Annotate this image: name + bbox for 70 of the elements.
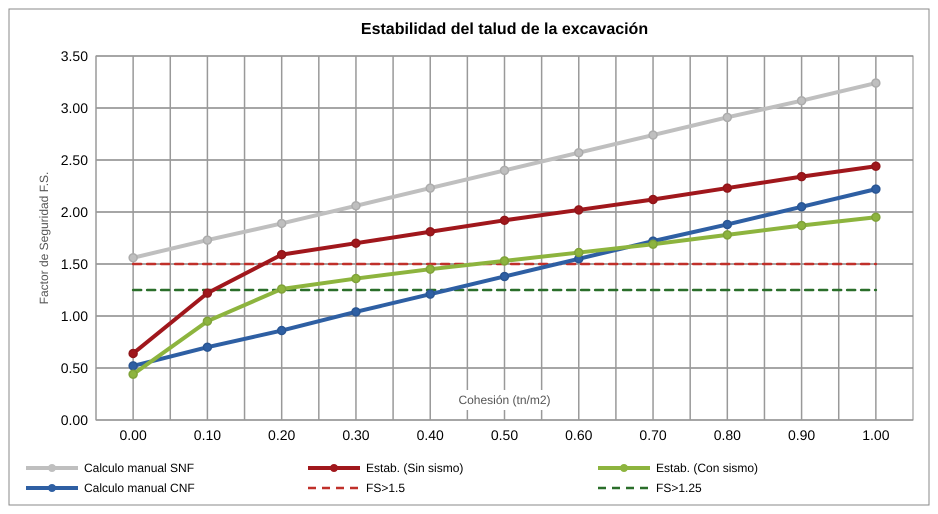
point — [648, 194, 658, 204]
point — [425, 264, 435, 274]
y-tick-label: 1.50 — [60, 256, 88, 272]
point — [276, 326, 286, 336]
point — [128, 369, 138, 379]
point — [796, 172, 806, 182]
point — [351, 274, 361, 284]
x-tick-label: 0.50 — [490, 427, 518, 443]
point — [574, 148, 584, 158]
point — [202, 316, 212, 326]
point — [500, 166, 510, 176]
y-axis-title: Factor de Seguridad F.S. — [37, 172, 51, 304]
point — [871, 184, 881, 194]
x-tick-label: 0.40 — [416, 427, 444, 443]
point — [425, 183, 435, 193]
y-tick-label: 0.00 — [60, 412, 88, 428]
point — [796, 202, 806, 212]
point — [500, 272, 510, 282]
point — [351, 307, 361, 317]
point — [871, 212, 881, 222]
point — [722, 112, 732, 122]
point — [871, 78, 881, 88]
y-tick-label: 2.50 — [60, 152, 88, 168]
point — [128, 348, 138, 358]
x-tick-label: 0.80 — [714, 427, 742, 443]
x-axis-title: Cohesión (tn/m2) — [458, 393, 551, 407]
x-tick-label: 0.30 — [342, 427, 370, 443]
point — [276, 250, 286, 260]
point — [722, 183, 732, 193]
chart-title: Estabilidad del talud de la excavación — [360, 21, 648, 38]
point — [128, 361, 138, 371]
point — [500, 256, 510, 266]
point — [796, 96, 806, 106]
point — [202, 342, 212, 352]
y-tick-label: 0.50 — [60, 360, 88, 376]
point — [351, 201, 361, 211]
x-tick-label: 0.00 — [120, 427, 147, 443]
point — [202, 288, 212, 298]
y-tick-label: 3.50 — [60, 48, 88, 64]
y-tick-label: 2.00 — [60, 204, 88, 220]
point — [722, 220, 732, 230]
point — [425, 227, 435, 237]
x-tick-label: 0.10 — [194, 427, 222, 443]
point — [648, 239, 658, 249]
legend-label: FS>1.25 — [656, 481, 702, 496]
point — [574, 248, 584, 258]
y-tick-label: 3.00 — [60, 100, 88, 116]
point — [500, 216, 510, 226]
legend-label: Estab. (Con sismo) — [656, 461, 758, 476]
point — [202, 235, 212, 245]
point — [276, 284, 286, 294]
x-tick-label: 1.00 — [862, 427, 890, 443]
point — [648, 130, 658, 140]
point — [871, 161, 881, 171]
legend-label: Estab. (Sin sismo) — [366, 461, 464, 476]
point — [722, 230, 732, 240]
x-tick-label: 0.20 — [268, 427, 296, 443]
point — [796, 220, 806, 230]
point — [425, 289, 435, 299]
legend-label: Calculo manual CNF — [84, 481, 195, 496]
legend-label: FS>1.5 — [366, 481, 406, 496]
point — [351, 238, 361, 248]
x-tick-label: 0.70 — [639, 427, 667, 443]
y-tick-label: 1.00 — [60, 308, 88, 324]
x-tick-label: 0.60 — [565, 427, 593, 443]
point — [276, 218, 286, 228]
point — [574, 205, 584, 215]
x-tick-label: 0.90 — [788, 427, 816, 443]
legend-label: Calculo manual SNF — [84, 461, 194, 476]
point — [128, 253, 138, 263]
